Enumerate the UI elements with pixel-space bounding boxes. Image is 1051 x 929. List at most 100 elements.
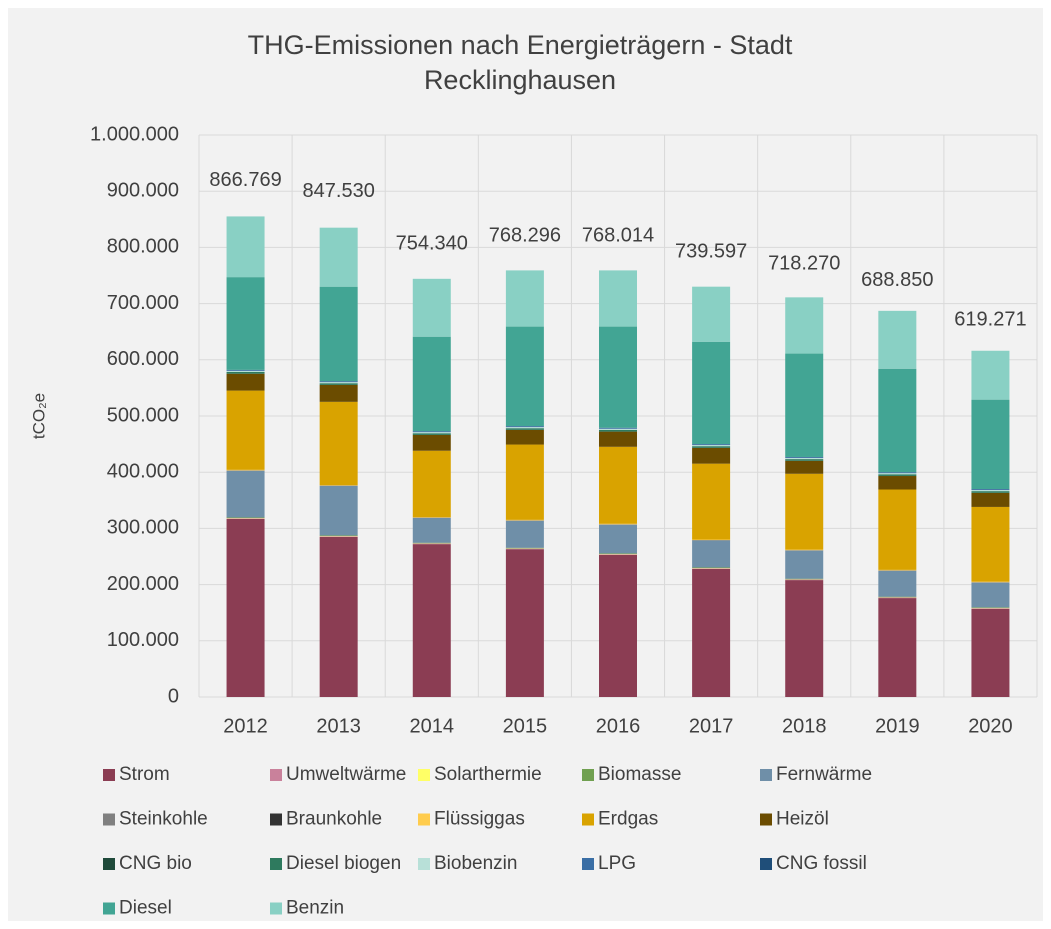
bar-segment	[319, 382, 358, 384]
legend-swatch	[582, 858, 594, 870]
y-tick-label: 500.000	[107, 404, 179, 426]
bar-segment	[226, 518, 265, 697]
y-tick-label: 400.000	[107, 460, 179, 482]
bar-segment	[505, 429, 544, 445]
total-label: 619.271	[954, 308, 1026, 330]
bar-segment	[412, 450, 451, 518]
y-tick-label: 300.000	[107, 517, 179, 539]
x-tick-label: 2017	[689, 715, 734, 737]
bar-segment	[505, 444, 544, 520]
legend-swatch	[418, 858, 430, 870]
bar-segment	[971, 506, 1010, 582]
bar-segment	[505, 326, 544, 427]
bar-segment	[505, 270, 544, 327]
legend-label: Biomasse	[598, 764, 681, 785]
bar-segment	[692, 568, 731, 697]
total-label: 768.014	[582, 225, 654, 247]
bar-segment	[878, 310, 917, 369]
bar-segment	[878, 598, 917, 697]
legend-label: Heizöl	[776, 809, 829, 830]
bar-segment	[505, 428, 544, 430]
y-tick-label: 700.000	[107, 292, 179, 314]
legend-swatch	[103, 902, 115, 915]
bar-segment	[599, 431, 637, 447]
bar-segment	[692, 540, 731, 568]
y-tick-label: 1.000.000	[90, 123, 179, 145]
bar-segment	[226, 469, 265, 471]
bar-segment	[971, 607, 1010, 608]
bar-segment	[226, 518, 265, 519]
bar-segment	[785, 578, 824, 580]
bar-segment	[226, 470, 265, 518]
legend-label: Diesel	[119, 898, 172, 919]
bar-segment	[785, 353, 824, 457]
legend-label: Steinkohle	[119, 809, 208, 830]
x-tick-label: 2013	[316, 715, 361, 737]
y-tick-label: 600.000	[107, 348, 179, 370]
legend-swatch	[760, 858, 772, 870]
bar-segment	[878, 476, 917, 490]
bar-segment	[226, 277, 265, 370]
legend-swatch	[582, 813, 594, 826]
total-label: 688.850	[861, 269, 933, 291]
legend-label: Erdgas	[598, 809, 658, 830]
legend-swatch	[760, 769, 772, 781]
bar-segment	[971, 489, 1010, 491]
legend-swatch	[418, 769, 430, 781]
x-tick-label: 2019	[875, 715, 920, 737]
bar-segment	[412, 544, 451, 697]
bar-segment	[785, 297, 824, 354]
total-label: 847.530	[303, 180, 375, 202]
legend-label: Umweltwärme	[286, 764, 406, 785]
legend-label: CNG bio	[119, 853, 192, 874]
total-label: 768.296	[489, 224, 561, 246]
x-tick-label: 2015	[503, 715, 548, 737]
legend-label: Braunkohle	[286, 809, 382, 830]
bar-segment	[505, 519, 544, 521]
bar-segment	[971, 581, 1010, 583]
bar-segment	[505, 427, 544, 429]
bar-segment	[785, 580, 824, 697]
bar-segment	[785, 550, 824, 579]
bar-segment	[412, 518, 451, 543]
bar-segment	[692, 286, 731, 342]
bar-segment	[599, 553, 637, 554]
legend-label: Biobenzin	[434, 853, 517, 874]
x-tick-label: 2012	[223, 715, 268, 737]
y-tick-label: 100.000	[107, 629, 179, 651]
total-label: 739.597	[675, 241, 747, 263]
y-tick-label: 900.000	[107, 179, 179, 201]
bar-segment	[599, 429, 637, 432]
legend-label: Fernwärme	[776, 764, 872, 785]
bar-segment	[878, 489, 917, 570]
bar-segment	[971, 350, 1010, 400]
bar-segment	[692, 444, 731, 446]
bar-segment	[599, 270, 637, 327]
bar-segment	[599, 554, 637, 555]
bar-segment	[878, 569, 917, 571]
legend-swatch	[103, 769, 115, 781]
bar-segment	[785, 460, 824, 474]
bar-segment	[971, 490, 1010, 492]
bar-segment	[692, 463, 731, 540]
bar-segment	[412, 278, 451, 337]
bar-segment	[971, 399, 1010, 490]
bar-segment	[878, 597, 917, 599]
bar-segment	[412, 433, 451, 435]
x-tick-label: 2018	[782, 715, 827, 737]
bar-segment	[692, 568, 731, 569]
total-label: 866.769	[209, 169, 281, 191]
bar-segment	[599, 326, 637, 428]
bar-segment	[971, 608, 1010, 609]
bar-segment	[226, 517, 265, 519]
total-label: 718.270	[768, 253, 840, 275]
bar-segment	[226, 373, 265, 391]
bar-segment	[412, 542, 451, 544]
bar-segment	[878, 472, 917, 474]
bar-segment	[319, 227, 358, 287]
bar-segment	[319, 381, 358, 383]
y-tick-label: 200.000	[107, 573, 179, 595]
bar-segment	[692, 341, 731, 445]
chart-title: THG-Emissionen nach Energieträgern - Sta…	[247, 30, 793, 95]
bar-segment	[412, 434, 451, 451]
